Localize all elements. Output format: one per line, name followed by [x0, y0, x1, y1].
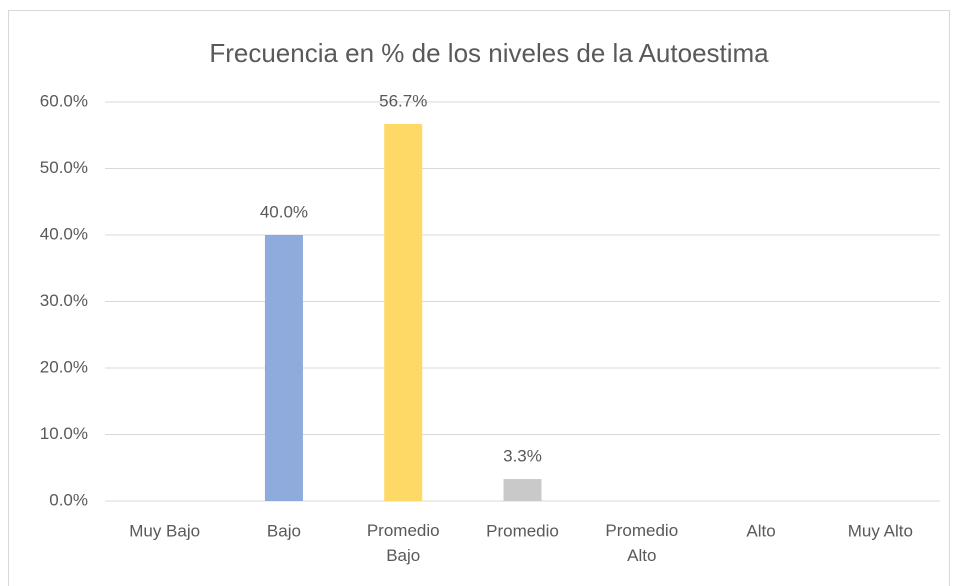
- y-tick-label: 50.0%: [40, 158, 88, 177]
- y-tick-label: 0.0%: [49, 490, 88, 509]
- x-tick-label: Promedio: [486, 521, 559, 540]
- data-label: 40.0%: [260, 202, 308, 221]
- y-tick-label: 60.0%: [40, 91, 88, 110]
- x-tick-label: Promedio Alto: [605, 521, 678, 565]
- bar: [264, 235, 303, 501]
- y-tick-label: 20.0%: [40, 357, 88, 376]
- x-tick-label: Muy Alto: [848, 521, 913, 540]
- chart-title: Frecuencia en % de los niveles de la Aut…: [209, 38, 769, 68]
- data-label: 3.3%: [503, 447, 542, 466]
- bar: [503, 479, 542, 501]
- bar: [384, 123, 423, 501]
- x-tick-label: Promedio Bajo: [367, 521, 440, 565]
- data-label: 56.7%: [379, 91, 427, 110]
- y-tick-label: 10.0%: [40, 424, 88, 443]
- y-tick-label: 30.0%: [40, 291, 88, 310]
- x-tick-label: Alto: [746, 521, 775, 540]
- x-tick-label: Bajo: [267, 521, 301, 540]
- chart-frame: [8, 10, 950, 586]
- y-tick-label: 40.0%: [40, 224, 88, 243]
- x-tick-label: Muy Bajo: [129, 521, 200, 540]
